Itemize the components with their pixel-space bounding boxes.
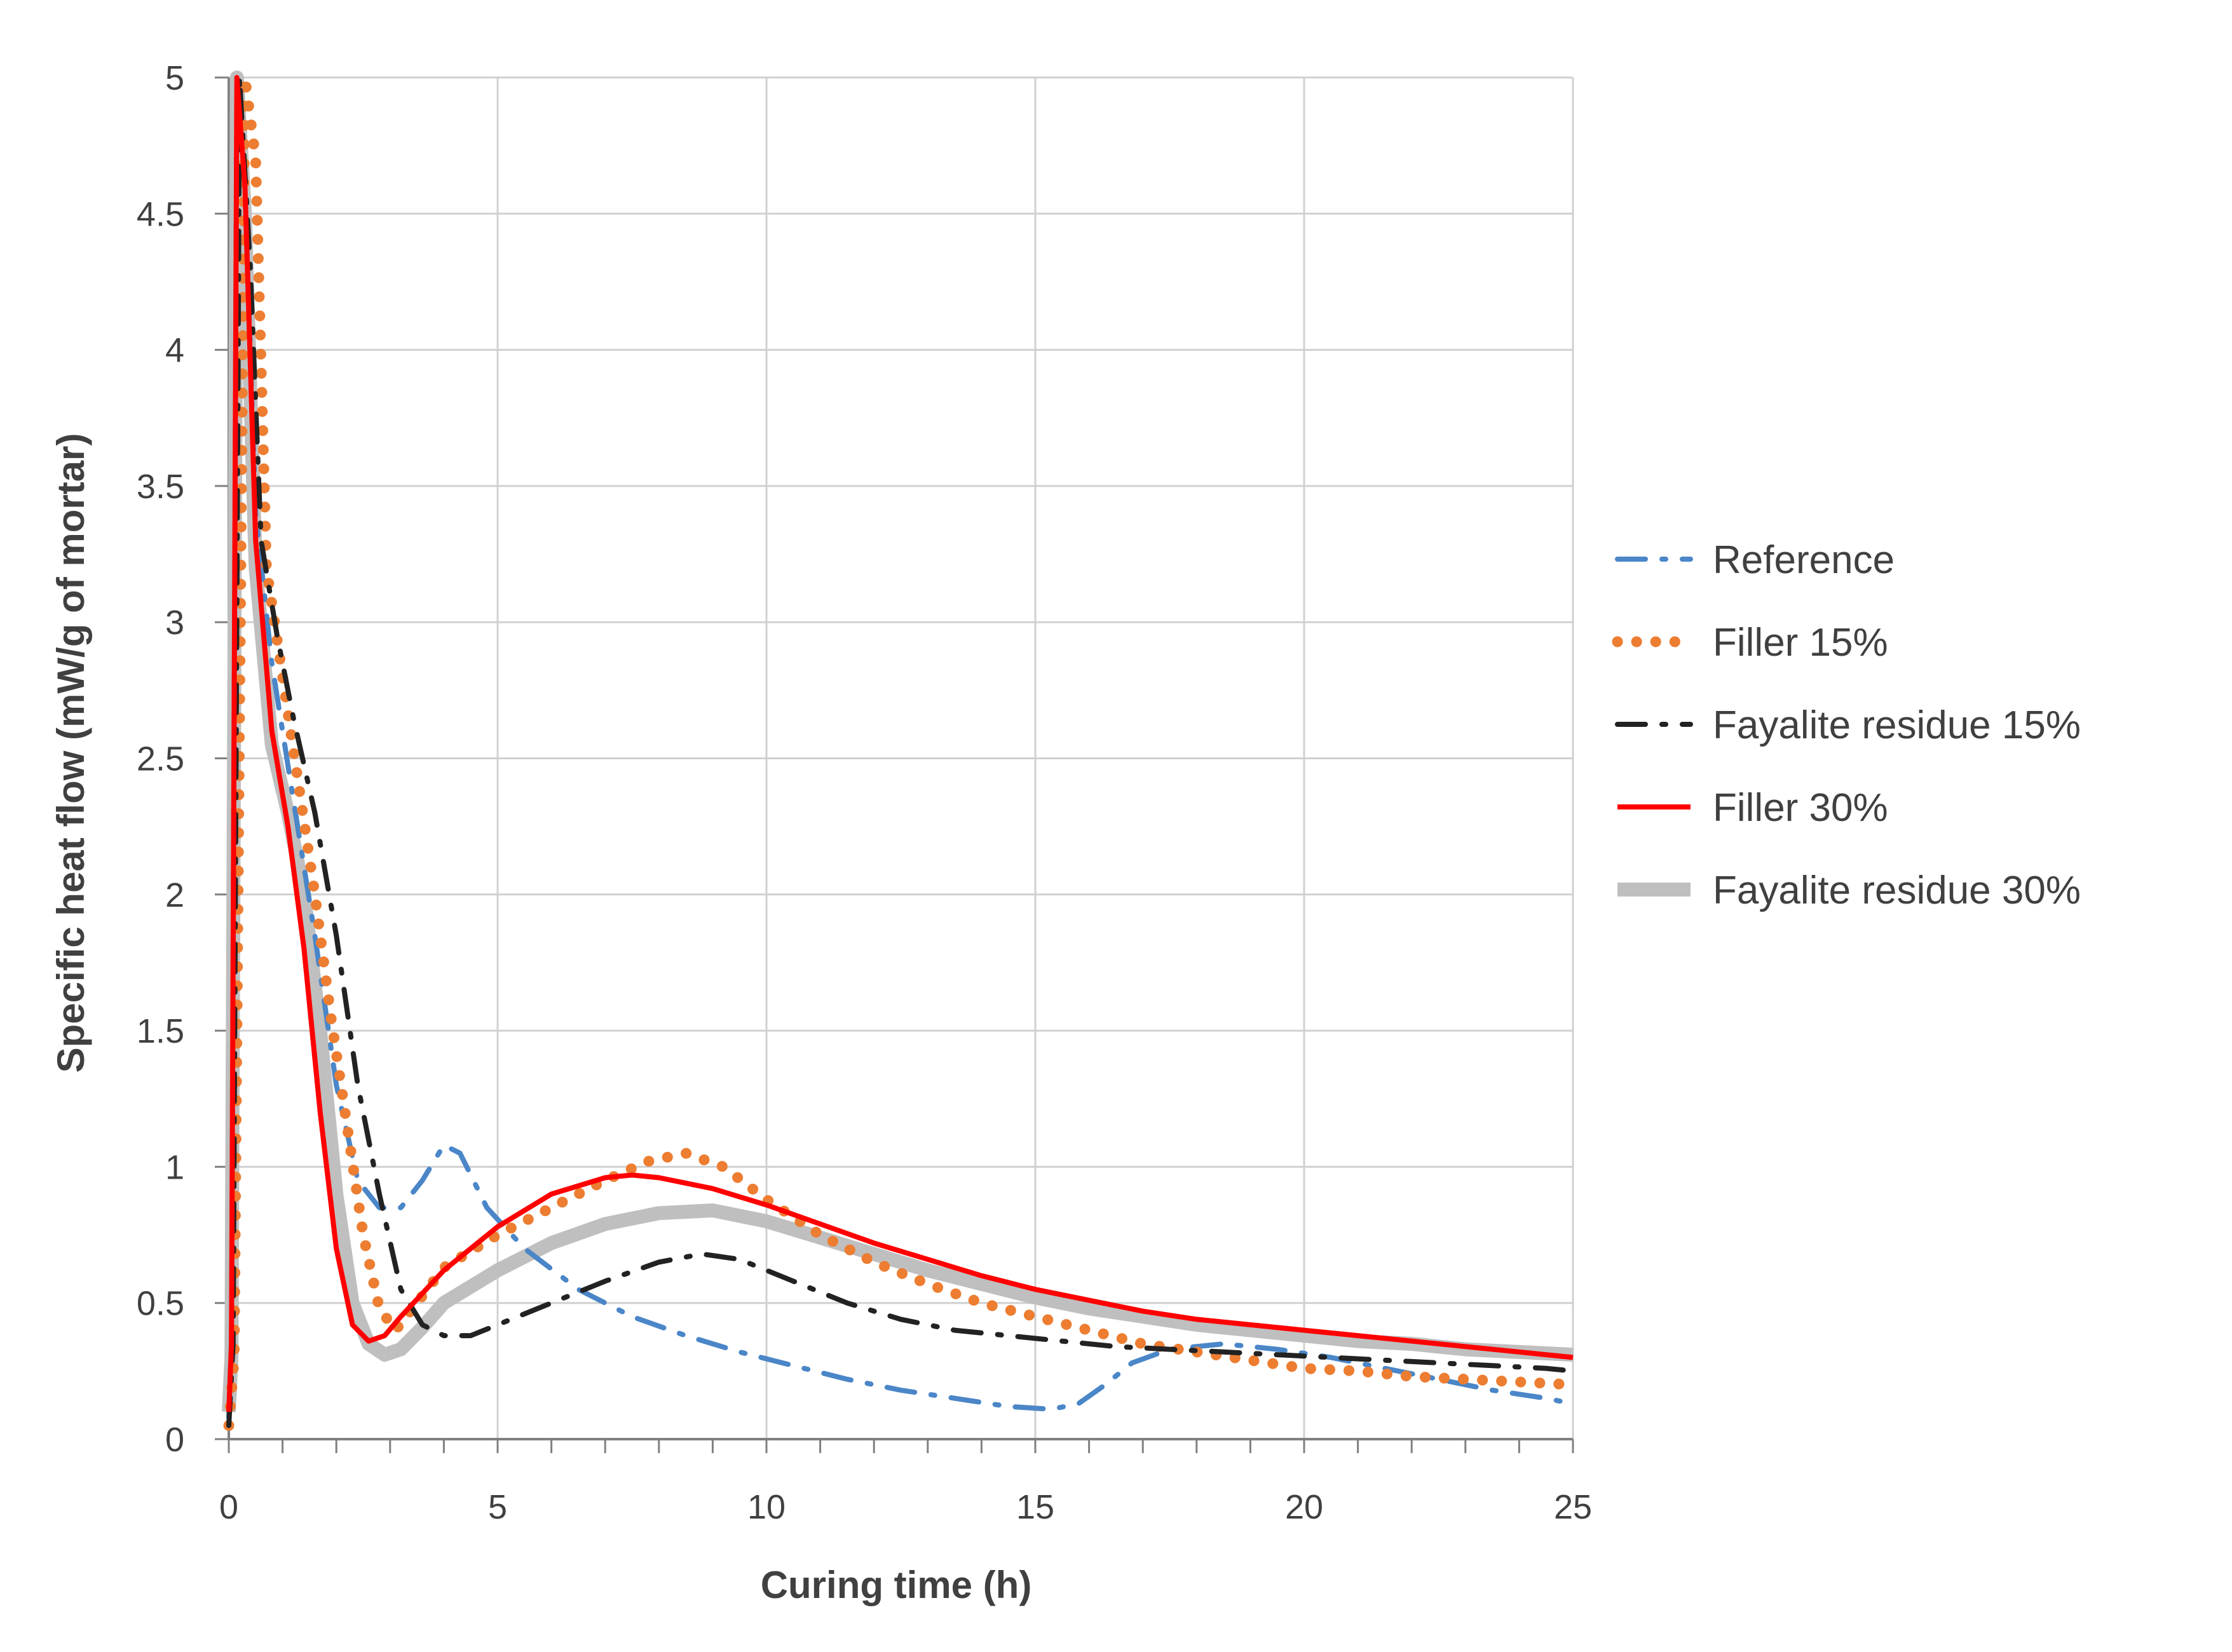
series-line-filler-30	[226, 75, 1574, 1412]
x-tick-label: 15	[1016, 1488, 1054, 1526]
legend-label-filler-15: Filler 15%	[1713, 621, 1888, 665]
legend-label-reference: Reference	[1713, 538, 1895, 582]
y-axis-title: Specific heat flow (mW/g of mortar)	[50, 433, 92, 1073]
tick-labels: 0 0.5 1 1.5 2 2.5 3 3.5 4 4.5 5 0 5 10 15 20 25	[137, 59, 1592, 1526]
x-tick-label: 20	[1285, 1488, 1323, 1526]
y-tick-label: 1	[165, 1148, 184, 1186]
x-tick-label: 10	[747, 1488, 786, 1526]
y-tick-label: 4.5	[137, 195, 184, 233]
y-tick-label: 0.5	[137, 1285, 184, 1323]
y-tick-label: 0	[165, 1421, 184, 1459]
series-lines	[222, 71, 1579, 1432]
legend: Reference Filler 15% Fayalite residue 15% F…	[1612, 538, 2081, 912]
y-tick-label: 4	[165, 332, 184, 370]
x-tick-label: 5	[488, 1488, 507, 1526]
y-tick-label: 2	[165, 876, 184, 914]
y-tick-label: 5	[165, 59, 184, 97]
y-tick-label: 1.5	[137, 1012, 184, 1050]
y-tick-label: 2.5	[137, 740, 184, 778]
legend-label-filler-30: Filler 30%	[1713, 786, 1888, 830]
gridlines	[229, 76, 1574, 1439]
series-line-filler-15	[223, 72, 1579, 1432]
series-line-reference	[226, 75, 1575, 1420]
x-tick-label: 0	[219, 1488, 238, 1526]
legend-label-fayalite-residue-15: Fayalite residue 15%	[1713, 703, 2081, 747]
series-line-fayalite-residue-15	[226, 75, 1575, 1428]
x-tick-label: 25	[1554, 1488, 1592, 1526]
x-axis-title: Curing time (h)	[761, 1564, 1032, 1606]
y-tick-label: 3	[165, 604, 184, 642]
y-tick-label: 3.5	[137, 468, 184, 506]
legend-label-fayalite-residue-30: Fayalite residue 30%	[1713, 869, 2081, 912]
